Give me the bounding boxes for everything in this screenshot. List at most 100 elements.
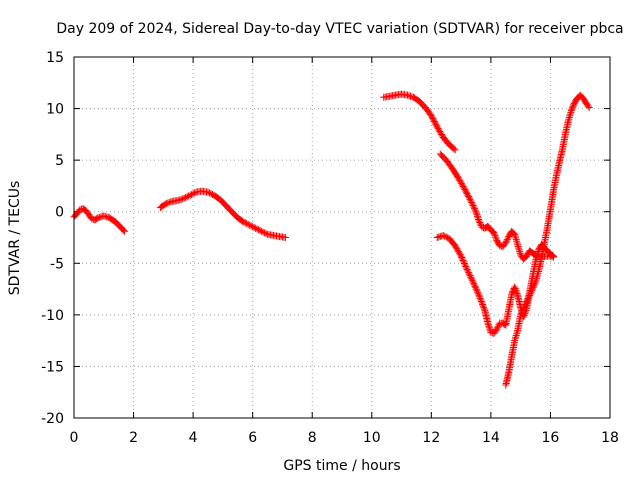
data-point-marker (468, 200, 476, 208)
data-point-marker (504, 234, 512, 242)
data-point (511, 283, 519, 291)
data-point-marker (458, 180, 466, 188)
data-point-marker (256, 227, 264, 235)
data-point (585, 104, 593, 112)
data-point-marker (525, 293, 533, 301)
data-point-marker (433, 122, 441, 130)
data-point-marker (455, 248, 463, 256)
data-point-marker (474, 288, 482, 296)
x-tick-label: 0 (70, 430, 79, 446)
data-point-marker (432, 120, 440, 128)
data-point-marker (466, 272, 474, 280)
data-point-marker (470, 203, 478, 211)
data-point (567, 107, 575, 115)
data-point-marker (465, 269, 473, 277)
chart-title: Day 209 of 2024, Sidereal Day-to-day VTE… (56, 21, 623, 37)
y-tick-label: 15 (46, 50, 64, 66)
data-point-marker (456, 177, 464, 185)
data-point-marker (250, 223, 258, 231)
data-point-marker (470, 279, 478, 287)
data-point-marker (523, 296, 531, 304)
data-point-marker (241, 219, 249, 227)
x-tick-label: 10 (363, 430, 381, 446)
x-tick-label: 16 (542, 430, 560, 446)
data-point-marker (490, 230, 498, 238)
data-point (490, 228, 498, 236)
data-point-marker (480, 305, 488, 313)
data-point-marker (503, 236, 511, 244)
data-point-marker (249, 223, 257, 231)
data-point-marker (434, 125, 442, 133)
data-point (100, 212, 108, 220)
data-point-marker (259, 228, 267, 236)
data-point-marker (494, 322, 502, 330)
data-point-marker (101, 212, 109, 220)
data-point (475, 217, 483, 225)
data-point-marker (471, 282, 479, 290)
data-point-marker (255, 226, 263, 234)
data-point-marker (430, 117, 438, 125)
data-point (94, 214, 102, 222)
data-point-marker (247, 222, 255, 230)
data-point-marker (462, 262, 470, 270)
data-point-marker (436, 128, 444, 136)
data-point-marker (458, 255, 466, 263)
data-point-marker (528, 287, 536, 295)
data-point-marker (492, 233, 500, 241)
data-point-marker (473, 287, 481, 295)
data-point (460, 184, 468, 192)
grid (74, 57, 610, 418)
plot-frame (73, 56, 611, 419)
data-point-marker (464, 267, 472, 275)
y-axis-label: SDTVAR / TECUs (7, 181, 23, 296)
data-point (240, 218, 248, 226)
data-point-marker (494, 324, 502, 332)
data-point (457, 252, 465, 260)
x-tick-label: 12 (422, 430, 440, 446)
data-point-marker (455, 249, 463, 257)
x-tick-label: 2 (129, 430, 138, 446)
data-point-marker (460, 258, 468, 266)
y-tick-label: 5 (55, 153, 64, 169)
data-point-marker (165, 198, 173, 206)
series-arc-3 (380, 90, 459, 154)
data-point (186, 191, 194, 199)
data-point-marker (501, 240, 509, 248)
data-point-marker (176, 196, 184, 204)
data-point-marker (521, 301, 529, 309)
data-point (252, 224, 260, 232)
data-point-marker (474, 290, 482, 298)
data-point-marker (513, 290, 521, 298)
data-point (523, 297, 531, 305)
data-point-marker (455, 175, 463, 183)
data-point-marker (508, 289, 516, 297)
data-point-marker (437, 129, 445, 137)
data-point-marker (511, 285, 519, 293)
data-point-marker (428, 113, 436, 121)
data-point-marker (522, 299, 530, 307)
data-series (70, 90, 593, 389)
data-point-marker (262, 230, 270, 238)
data-point-marker (179, 195, 187, 203)
data-point (258, 227, 266, 235)
axis-ticks (73, 56, 611, 419)
data-point-marker (467, 197, 475, 205)
data-point-marker (492, 327, 500, 335)
y-tick-label: -5 (50, 256, 64, 272)
data-point-marker (120, 226, 128, 234)
data-point-marker (569, 102, 577, 110)
data-point-marker (518, 308, 526, 316)
data-point-marker (492, 235, 500, 243)
data-point-marker (183, 193, 191, 201)
data-point-marker (167, 198, 175, 206)
data-point-marker (520, 302, 528, 310)
data-point-marker (491, 232, 499, 240)
data-point-marker (479, 302, 487, 310)
x-tick-label: 14 (482, 430, 500, 446)
x-tick-label: 6 (248, 430, 257, 446)
data-point-marker (460, 260, 468, 268)
data-point-marker (441, 232, 449, 240)
data-point (174, 196, 182, 204)
data-point-marker (531, 279, 539, 287)
